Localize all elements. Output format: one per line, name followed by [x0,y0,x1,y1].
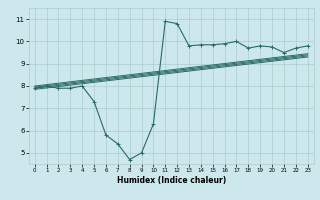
X-axis label: Humidex (Indice chaleur): Humidex (Indice chaleur) [116,176,226,185]
